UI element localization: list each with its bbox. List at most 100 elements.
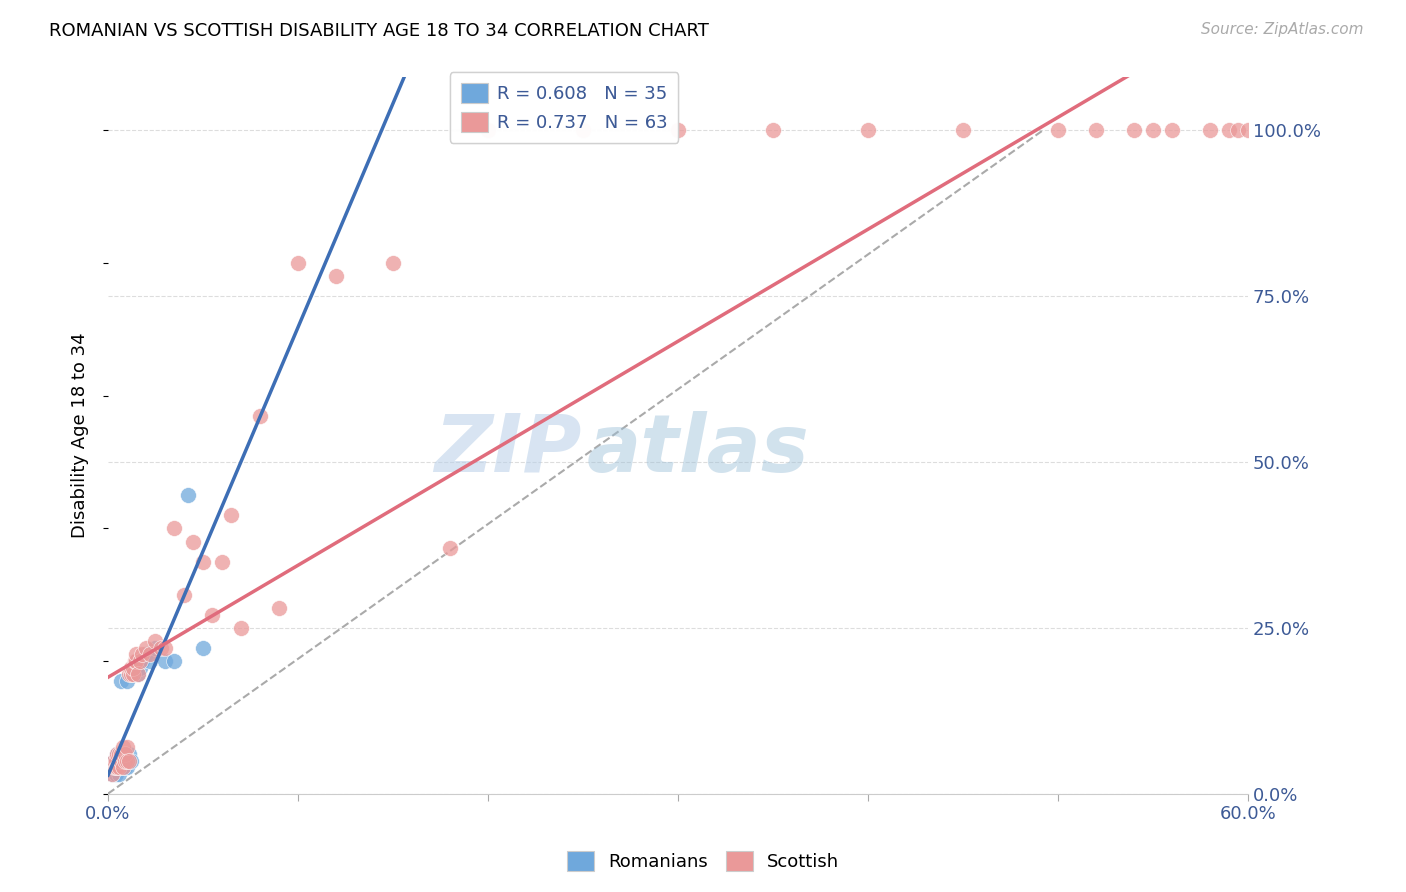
- Point: [101, 766, 124, 780]
- Point: [129, 654, 152, 668]
- Point: [124, 654, 146, 668]
- Point: [153, 640, 176, 655]
- Point: [104, 760, 127, 774]
- Point: [103, 754, 125, 768]
- Point: [177, 488, 200, 502]
- Point: [1198, 123, 1220, 137]
- Point: [114, 760, 136, 774]
- Point: [124, 661, 146, 675]
- Point: [163, 654, 186, 668]
- Point: [1160, 123, 1182, 137]
- Legend: R = 0.608   N = 35, R = 0.737   N = 63: R = 0.608 N = 35, R = 0.737 N = 63: [450, 72, 678, 143]
- Point: [104, 766, 127, 780]
- Point: [112, 760, 135, 774]
- Point: [211, 555, 233, 569]
- Point: [221, 508, 243, 523]
- Point: [129, 661, 152, 675]
- Point: [107, 747, 129, 761]
- Point: [120, 667, 142, 681]
- Point: [666, 123, 689, 137]
- Point: [125, 648, 148, 662]
- Point: [153, 654, 176, 668]
- Point: [115, 740, 138, 755]
- Point: [163, 521, 186, 535]
- Point: [249, 409, 271, 423]
- Point: [110, 754, 132, 768]
- Point: [856, 123, 879, 137]
- Point: [1218, 123, 1240, 137]
- Point: [121, 667, 143, 681]
- Point: [115, 760, 138, 774]
- Point: [145, 634, 167, 648]
- Point: [110, 673, 132, 688]
- Point: [125, 654, 148, 668]
- Point: [191, 555, 214, 569]
- Point: [287, 256, 309, 270]
- Point: [325, 269, 347, 284]
- Point: [145, 640, 167, 655]
- Point: [110, 760, 132, 774]
- Point: [107, 760, 129, 774]
- Point: [103, 760, 125, 774]
- Point: [1046, 123, 1069, 137]
- Point: [121, 667, 143, 681]
- Point: [139, 654, 162, 668]
- Point: [108, 766, 131, 780]
- Point: [103, 754, 125, 768]
- Point: [103, 760, 125, 774]
- Point: [201, 607, 224, 622]
- Point: [107, 747, 129, 761]
- Point: [173, 588, 195, 602]
- Point: [125, 654, 148, 668]
- Point: [107, 760, 129, 774]
- Point: [115, 754, 138, 768]
- Point: [112, 754, 135, 768]
- Point: [108, 747, 131, 761]
- Point: [110, 747, 132, 761]
- Point: [135, 640, 157, 655]
- Point: [150, 640, 173, 655]
- Point: [477, 123, 499, 137]
- Point: [114, 754, 136, 768]
- Point: [118, 667, 141, 681]
- Point: [104, 754, 127, 768]
- Point: [127, 667, 149, 681]
- Point: [118, 754, 141, 768]
- Point: [183, 534, 205, 549]
- Point: [131, 654, 153, 668]
- Y-axis label: Disability Age 18 to 34: Disability Age 18 to 34: [72, 333, 89, 539]
- Point: [762, 123, 785, 137]
- Point: [139, 648, 162, 662]
- Point: [1227, 123, 1250, 137]
- Point: [101, 766, 124, 780]
- Point: [108, 747, 131, 761]
- Point: [110, 754, 132, 768]
- Point: [1122, 123, 1144, 137]
- Point: [115, 673, 138, 688]
- Point: [267, 601, 290, 615]
- Text: Source: ZipAtlas.com: Source: ZipAtlas.com: [1201, 22, 1364, 37]
- Point: [104, 754, 127, 768]
- Point: [114, 747, 136, 761]
- Point: [114, 754, 136, 768]
- Point: [572, 123, 595, 137]
- Legend: Romanians, Scottish: Romanians, Scottish: [560, 844, 846, 879]
- Text: ROMANIAN VS SCOTTISH DISABILITY AGE 18 TO 34 CORRELATION CHART: ROMANIAN VS SCOTTISH DISABILITY AGE 18 T…: [49, 22, 709, 40]
- Point: [229, 621, 252, 635]
- Point: [120, 754, 142, 768]
- Text: ZIP: ZIP: [433, 411, 581, 489]
- Point: [131, 648, 153, 662]
- Point: [952, 123, 974, 137]
- Point: [135, 648, 157, 662]
- Point: [439, 541, 461, 556]
- Point: [120, 661, 142, 675]
- Text: atlas: atlas: [586, 411, 810, 489]
- Point: [107, 754, 129, 768]
- Point: [108, 760, 131, 774]
- Point: [1084, 123, 1107, 137]
- Point: [191, 640, 214, 655]
- Point: [1142, 123, 1164, 137]
- Point: [112, 747, 135, 761]
- Point: [121, 661, 143, 675]
- Point: [112, 740, 135, 755]
